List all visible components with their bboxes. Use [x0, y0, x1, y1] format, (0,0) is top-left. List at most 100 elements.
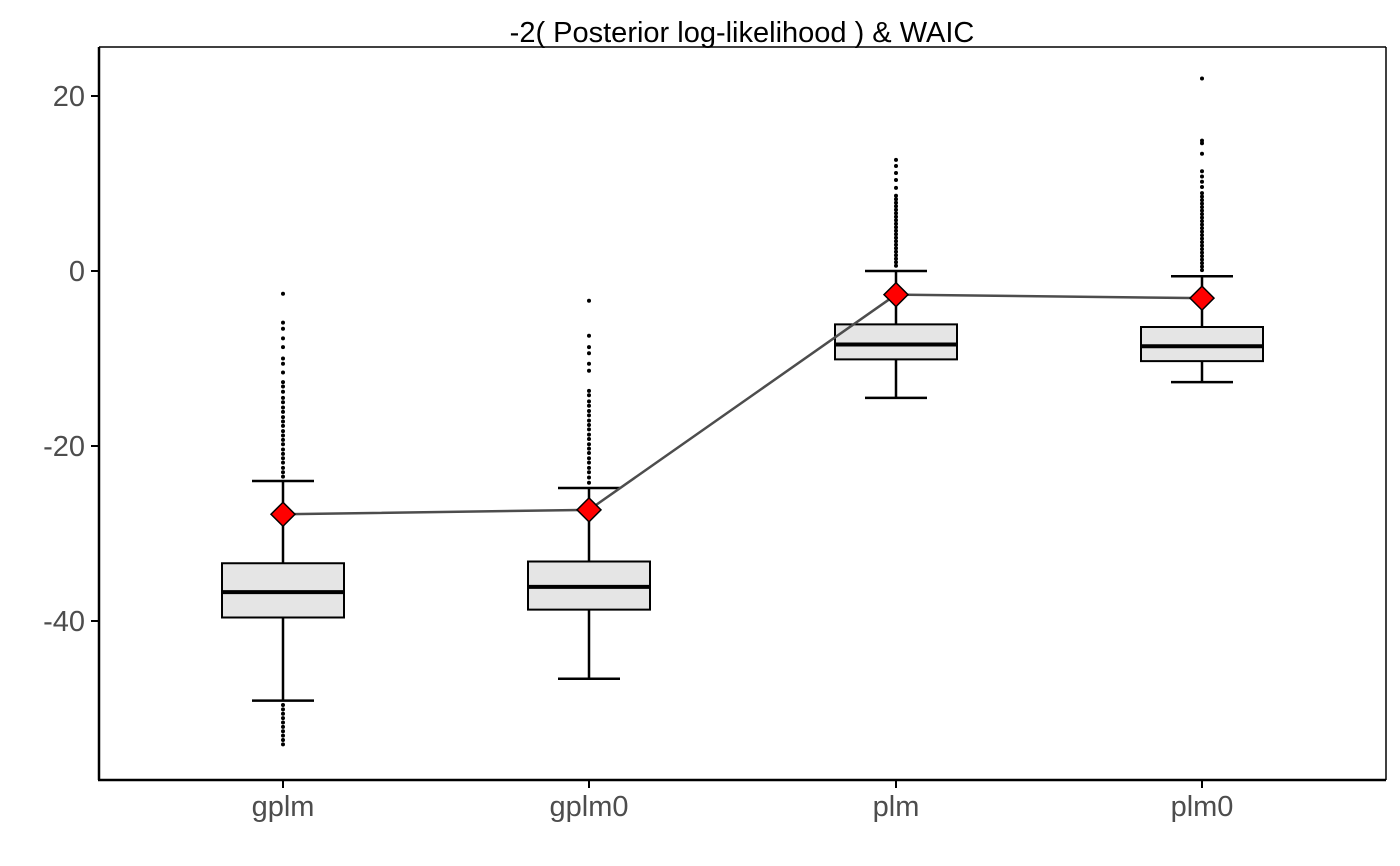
outlier-point [894, 263, 898, 268]
outlier-point [587, 399, 591, 404]
outlier-point [281, 419, 285, 424]
outlier-point [587, 345, 591, 350]
outlier-point [894, 207, 898, 212]
outlier-point [281, 465, 285, 470]
x-tick-label: plm [873, 791, 920, 823]
outlier-point [281, 389, 285, 394]
outlier-point [281, 395, 285, 400]
outlier-point [281, 460, 285, 465]
outlier-point [894, 242, 898, 247]
outlier-point [894, 246, 898, 251]
outlier-point [1200, 169, 1204, 174]
outlier-point [1200, 141, 1204, 146]
outlier-point [587, 475, 591, 480]
outlier-point [894, 178, 898, 182]
box-group-plm [834, 157, 958, 400]
outlier-point [281, 345, 285, 350]
outlier-point [894, 157, 898, 162]
waic-diamond-gplm [269, 501, 297, 528]
plot-area: 20 0 -20 -40 gplm gplm0 plm plm0 [43, 46, 1387, 823]
outlier-point [894, 235, 898, 240]
outlier-point [894, 204, 898, 209]
outlier-point [894, 200, 898, 205]
box-group-plm0 [1140, 76, 1264, 384]
outlier-point [587, 442, 591, 447]
outlier-point [894, 164, 898, 168]
outlier-point [1200, 264, 1204, 269]
outlier-point [1200, 233, 1204, 238]
outlier-point [281, 716, 285, 721]
outlier-point [281, 336, 285, 341]
outlier-point [1200, 185, 1204, 189]
outlier-point [281, 707, 285, 712]
outlier-point [894, 193, 898, 198]
outlier-point [281, 423, 285, 428]
box [834, 323, 958, 361]
chart-title: -2( Posterior log-likelihood ) & WAIC [510, 17, 975, 49]
outlier-point [894, 225, 898, 230]
outlier-point [281, 738, 285, 742]
box [1140, 326, 1264, 363]
outlier-point [1200, 208, 1204, 213]
outlier-point [587, 413, 591, 418]
outlier-point [281, 437, 285, 442]
outlier-point [281, 711, 285, 716]
x-tick-label: plm0 [1171, 791, 1234, 823]
outlier-point [281, 474, 285, 479]
outlier-point [281, 291, 285, 296]
waic-diamond-plm0 [1188, 285, 1216, 312]
outlier-point [281, 703, 285, 707]
x-tick-label: gplm0 [550, 791, 629, 823]
outlier-point [281, 384, 285, 389]
outlier-point [281, 400, 285, 405]
outlier-point [281, 729, 285, 734]
outlier-point [1200, 212, 1204, 217]
outlier-point [281, 456, 285, 461]
outlier-point [1200, 247, 1204, 252]
outlier-point [587, 480, 591, 485]
y-tick-label: -20 [43, 431, 85, 463]
outlier-point [587, 451, 591, 455]
outlier-point [587, 409, 591, 413]
outlier-point [894, 211, 898, 216]
outlier-point [894, 214, 898, 219]
outlier-point [1200, 240, 1204, 245]
outlier-point [587, 456, 591, 461]
outlier-point [1200, 257, 1204, 262]
outlier-point [1200, 215, 1204, 220]
outlier-point [587, 460, 591, 465]
outlier-point [894, 221, 898, 226]
outlier-point [281, 447, 285, 452]
outlier-point [894, 253, 898, 258]
outlier-point [1200, 191, 1204, 196]
outlier-point [1200, 194, 1204, 199]
outlier-point [1200, 219, 1204, 224]
outlier-point [587, 432, 591, 437]
outlier-point [587, 423, 591, 427]
outlier-point [894, 171, 898, 175]
outlier-point [1200, 236, 1204, 241]
outlier-point [894, 256, 898, 261]
outlier-point [1200, 201, 1204, 206]
box-group-gplm0 [527, 298, 651, 680]
outlier-point [894, 232, 898, 237]
outlier-point [587, 427, 591, 432]
outlier-point [1200, 222, 1204, 227]
y-tick-label: 20 [53, 81, 85, 113]
waic-diamond-plm [882, 281, 910, 308]
outlier-point [1200, 198, 1204, 203]
outlier-point [281, 724, 285, 729]
outlier-point [1200, 205, 1204, 210]
y-tick-label: 0 [69, 256, 85, 288]
outlier-point [1200, 226, 1204, 231]
outlier-point [1200, 243, 1204, 248]
outlier-point [587, 361, 591, 366]
outlier-point [281, 380, 285, 385]
outlier-point [281, 433, 285, 438]
outlier-point [281, 415, 285, 420]
outlier-point [894, 239, 898, 244]
outlier-point [587, 368, 591, 373]
outlier-point [587, 465, 591, 470]
